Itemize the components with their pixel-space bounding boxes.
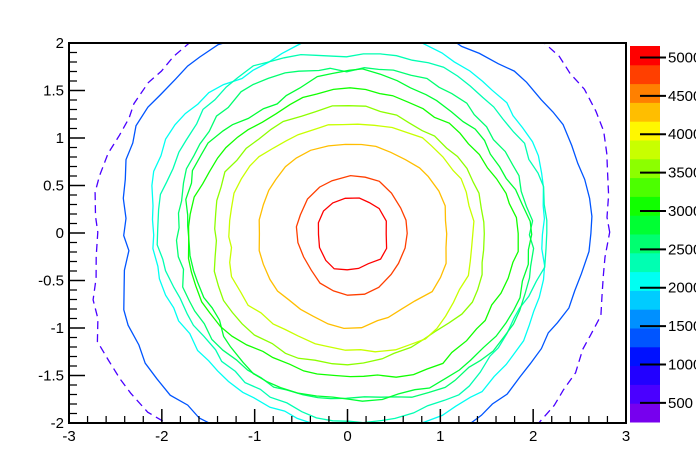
x-axis: -3 -2 -1 0 1 2 3 — [62, 409, 630, 445]
y-tick-label: 0.5 — [43, 178, 64, 195]
contour-lines — [92, 43, 611, 423]
colorbar-tick-label: 5000 — [668, 50, 696, 67]
frame-border — [68, 42, 627, 424]
colorbar-tick-label: 4500 — [668, 88, 696, 105]
plot-frame — [68, 42, 627, 424]
x-tick-label: -2 — [155, 428, 168, 445]
colorbar-band — [630, 234, 660, 254]
contour-line-2455 — [175, 67, 535, 400]
x-tick-label: -3 — [62, 428, 75, 445]
y-axis: 2 1.5 1 0.5 0 -0.5 -1 -1.5 -2 — [38, 35, 85, 432]
colorbar-band — [630, 121, 660, 141]
x-tick-label: 1 — [436, 428, 444, 445]
colorbar-band — [630, 403, 660, 423]
colorbar-tick-label: 3500 — [668, 165, 696, 182]
contour-line-2945 — [187, 87, 519, 378]
contour-line-2700 — [185, 68, 533, 402]
colorbar-band — [630, 196, 660, 216]
colorbar-band — [630, 140, 660, 160]
contour-line-495 — [92, 43, 611, 423]
colorbar-band — [630, 384, 660, 404]
contour-line-2210 — [156, 53, 548, 423]
colorbar-band — [630, 64, 660, 85]
y-tick-label: -1 — [51, 320, 64, 337]
colorbar-band — [630, 309, 660, 329]
contour-line-4170 — [258, 143, 448, 330]
x-tick-label: 3 — [622, 428, 630, 445]
y-tick-label: 1.5 — [43, 83, 64, 100]
colorbar-band — [630, 346, 660, 367]
y-tick-label: 0 — [56, 225, 64, 242]
y-tick-label: -1.5 — [38, 368, 64, 385]
colorbar-band — [630, 158, 660, 179]
contour-line-3680 — [228, 123, 475, 353]
y-tick-label: -0.5 — [38, 273, 64, 290]
colorbar-tick-label: 2000 — [668, 280, 696, 297]
y-tick-label: 1 — [56, 130, 64, 147]
colorbar-band — [630, 102, 660, 122]
x-tick-label: 2 — [529, 428, 537, 445]
colorbar-band — [630, 365, 660, 385]
colorbar-band — [630, 177, 660, 197]
y-tick-label: 2 — [56, 35, 64, 52]
colorbar-tick-label: 500 — [668, 395, 693, 412]
contour-line-1965 — [151, 43, 546, 423]
contour-line-4905 — [317, 197, 388, 271]
x-tick-label: -1 — [248, 428, 261, 445]
colorbar-band — [630, 83, 660, 103]
colorbar-tick-label: 1000 — [668, 356, 696, 373]
contour-line-4660 — [295, 174, 408, 296]
colorbar-band — [630, 271, 660, 291]
colorbar-band — [630, 46, 660, 66]
y-tick-label: -2 — [51, 415, 64, 432]
colorbar-band — [630, 215, 660, 235]
x-tick-label: 0 — [343, 428, 351, 445]
colorbar-tick-label: 4000 — [668, 126, 696, 143]
colorbar-band — [630, 252, 660, 273]
colorbar-tick-label: 1500 — [668, 318, 696, 335]
colorbar-band — [630, 290, 660, 310]
contour-line-1230 — [122, 43, 593, 423]
colorbar-band — [630, 328, 660, 348]
colorbar-tick-label: 3000 — [668, 203, 696, 220]
